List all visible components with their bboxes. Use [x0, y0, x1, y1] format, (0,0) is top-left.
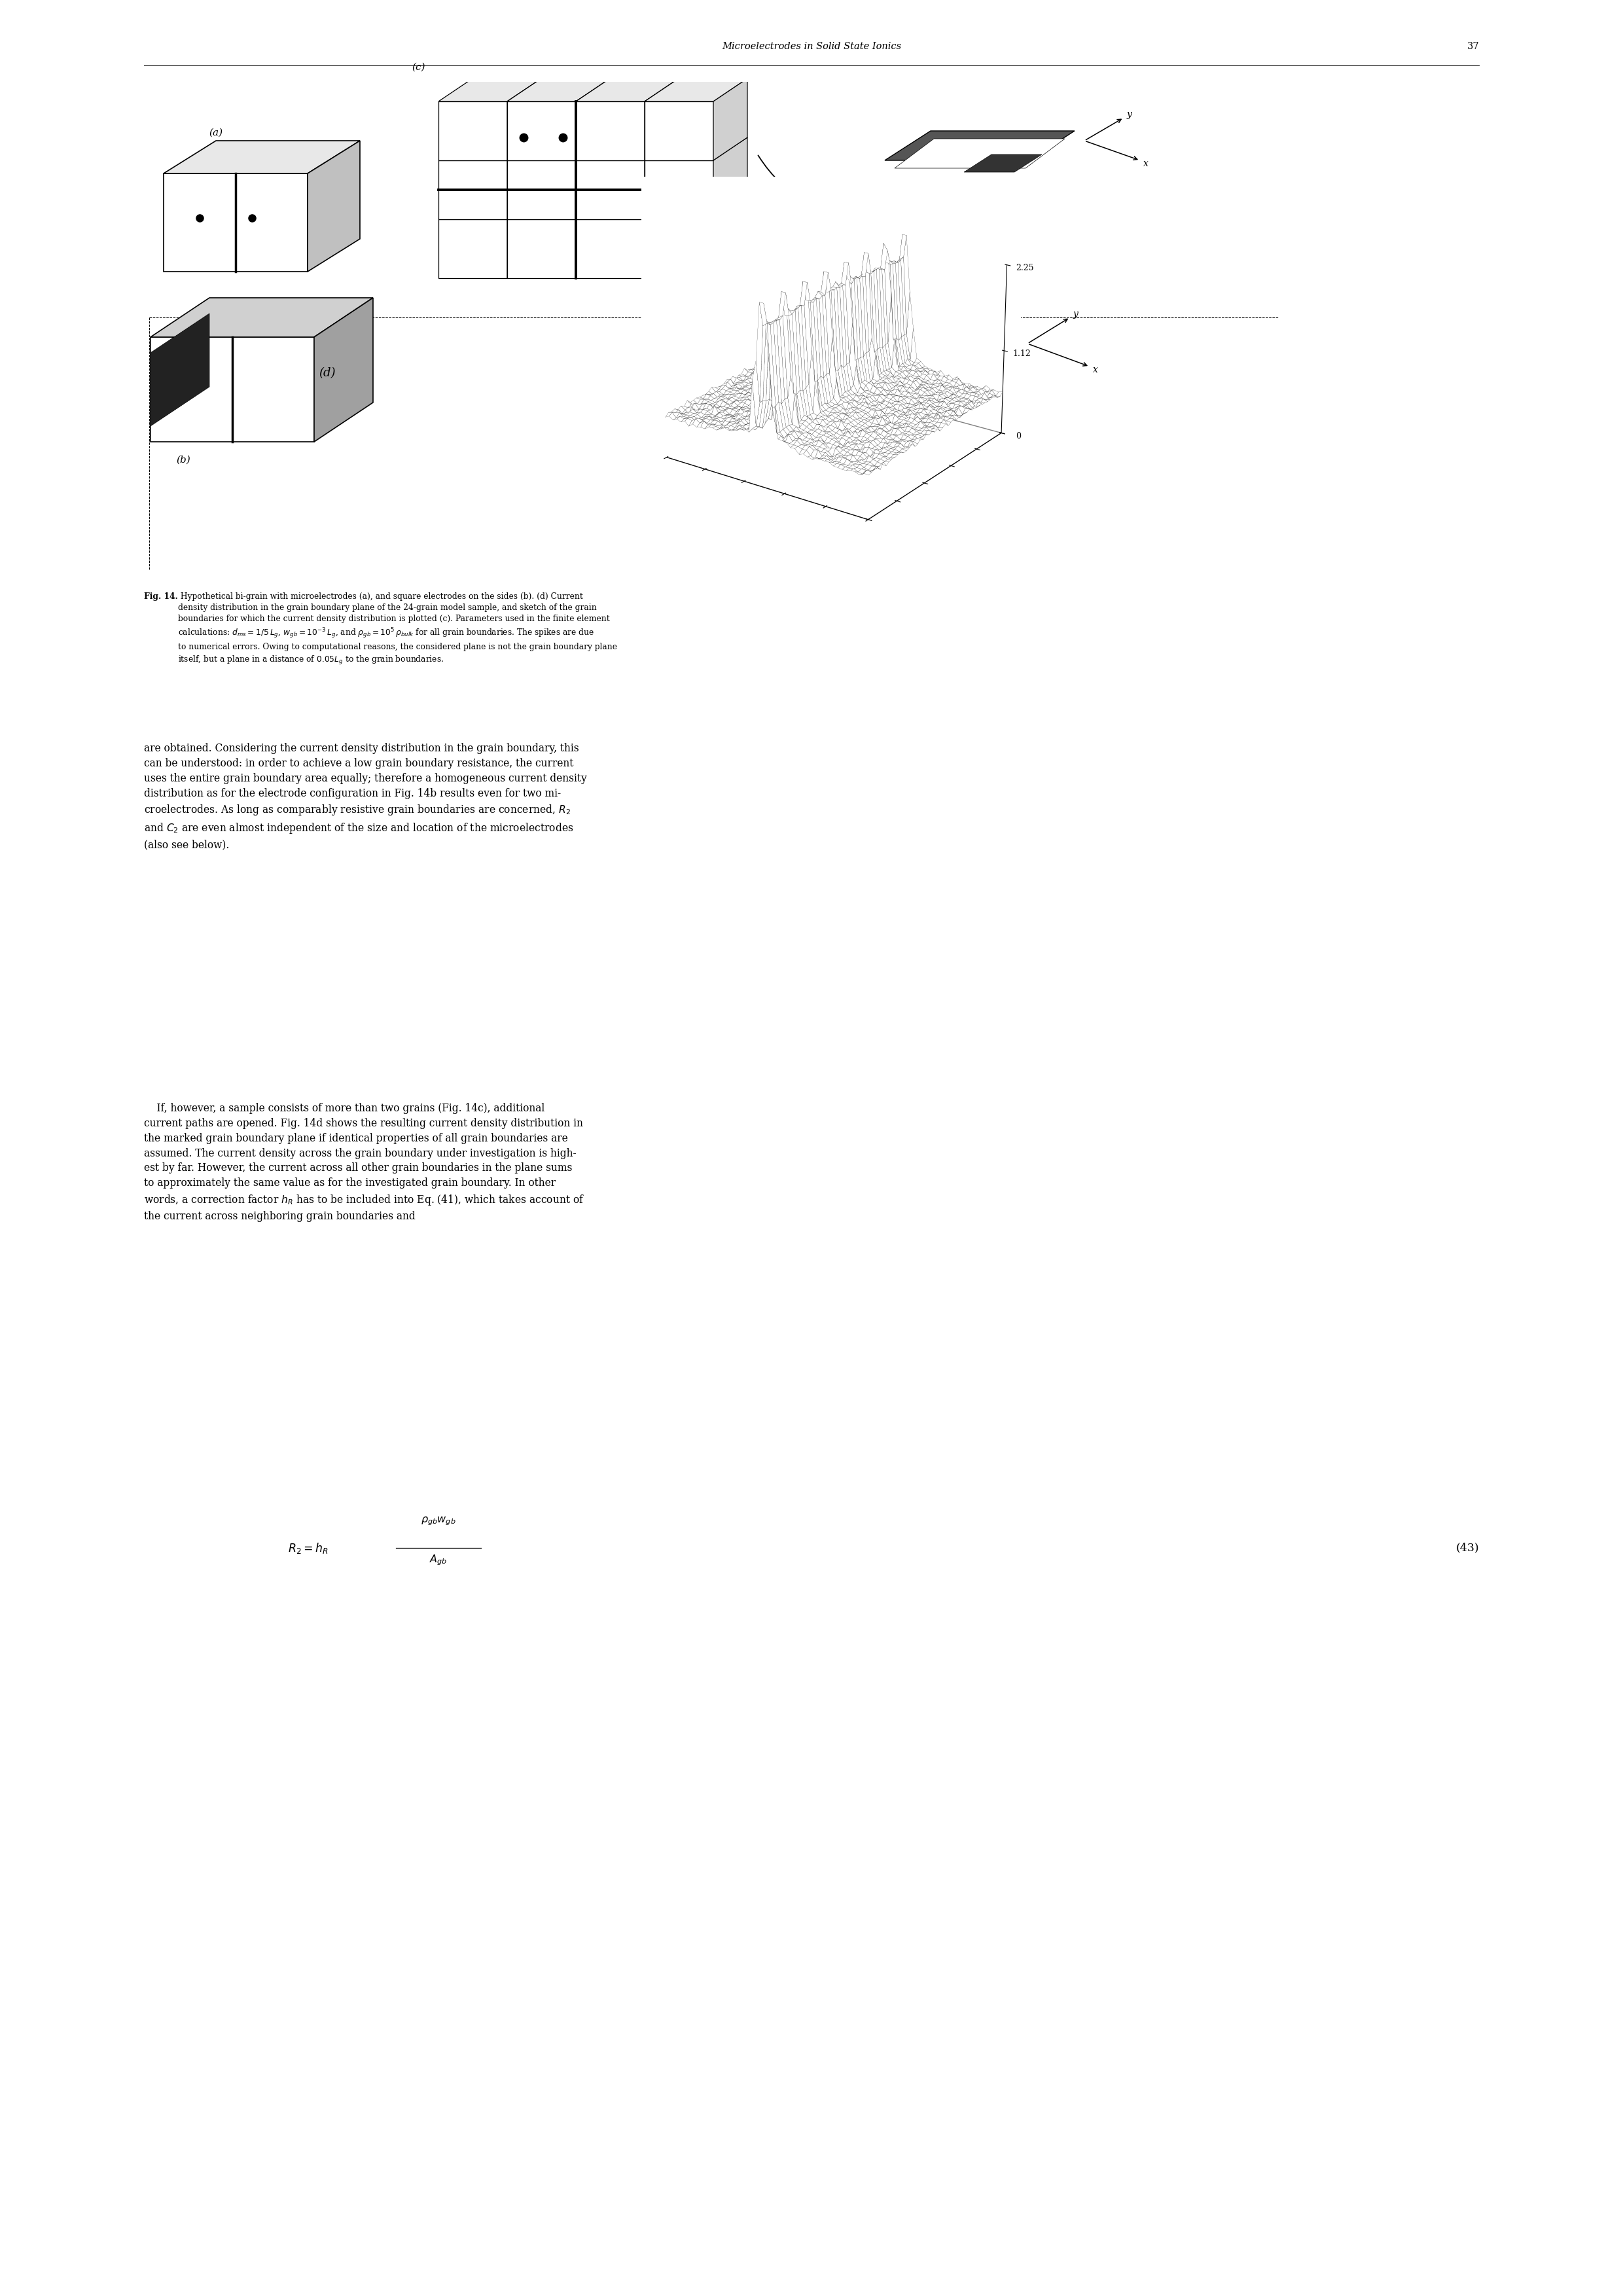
Text: are obtained. Considering the current density distribution in the grain boundary: are obtained. Considering the current de… — [144, 744, 588, 850]
Polygon shape — [151, 315, 209, 427]
Text: $\rho_{gb}w_{gb}$: $\rho_{gb}w_{gb}$ — [420, 1515, 456, 1527]
Polygon shape — [164, 174, 308, 271]
Polygon shape — [644, 78, 678, 161]
Text: (c): (c) — [412, 62, 425, 71]
Polygon shape — [151, 298, 373, 338]
Polygon shape — [644, 78, 747, 101]
Polygon shape — [576, 101, 644, 161]
Text: $R_2 = h_R$: $R_2 = h_R$ — [287, 1541, 328, 1554]
Polygon shape — [506, 78, 610, 101]
Polygon shape — [894, 138, 1065, 168]
Polygon shape — [576, 78, 678, 101]
Polygon shape — [438, 101, 506, 161]
Text: Microelectrodes in Solid State Ionics: Microelectrodes in Solid State Ionics — [722, 41, 901, 51]
Polygon shape — [438, 138, 540, 161]
Polygon shape — [644, 101, 714, 161]
Polygon shape — [315, 298, 373, 441]
Polygon shape — [438, 78, 540, 101]
Text: x: x — [1143, 158, 1149, 168]
Polygon shape — [308, 140, 360, 271]
Polygon shape — [885, 131, 1074, 161]
Polygon shape — [644, 197, 747, 218]
FancyArrowPatch shape — [758, 156, 875, 211]
Polygon shape — [506, 161, 576, 218]
Text: (d): (d) — [318, 367, 336, 379]
Polygon shape — [151, 338, 315, 441]
Text: x: x — [1092, 365, 1099, 374]
Polygon shape — [438, 161, 506, 218]
Polygon shape — [576, 138, 610, 218]
Polygon shape — [576, 197, 678, 218]
Polygon shape — [644, 138, 747, 161]
Polygon shape — [644, 161, 714, 218]
Polygon shape — [644, 138, 678, 218]
Polygon shape — [438, 218, 506, 278]
Polygon shape — [714, 78, 747, 161]
Polygon shape — [714, 197, 747, 278]
Text: If, however, a sample consists of more than two grains (Fig. 14c), additional
cu: If, however, a sample consists of more t… — [144, 1102, 584, 1221]
Text: y: y — [1073, 310, 1078, 319]
Text: (a): (a) — [209, 129, 222, 138]
Polygon shape — [506, 218, 576, 278]
Polygon shape — [576, 138, 678, 161]
Polygon shape — [964, 154, 1042, 172]
Text: y: y — [1126, 110, 1133, 119]
Polygon shape — [506, 78, 540, 161]
Text: $A_{gb}$: $A_{gb}$ — [430, 1552, 448, 1566]
Polygon shape — [506, 138, 610, 161]
Polygon shape — [714, 138, 747, 218]
Polygon shape — [644, 218, 714, 278]
Text: 37: 37 — [1467, 41, 1479, 51]
Text: Hypothetical bi-grain with microelectrodes (a), and square electrodes on the sid: Hypothetical bi-grain with microelectrod… — [179, 592, 617, 666]
Polygon shape — [506, 138, 540, 218]
Text: (b): (b) — [177, 455, 190, 464]
Polygon shape — [506, 101, 576, 161]
Polygon shape — [576, 78, 610, 161]
Polygon shape — [506, 197, 540, 278]
Polygon shape — [576, 197, 610, 278]
Polygon shape — [576, 218, 644, 278]
Polygon shape — [506, 197, 610, 218]
Polygon shape — [164, 140, 360, 174]
Text: (43): (43) — [1456, 1543, 1479, 1554]
Polygon shape — [644, 197, 678, 278]
Polygon shape — [438, 197, 540, 218]
Text: current density / a.u.: current density / a.u. — [680, 296, 773, 305]
Text: Fig. 14.: Fig. 14. — [144, 592, 179, 602]
Polygon shape — [576, 161, 644, 218]
